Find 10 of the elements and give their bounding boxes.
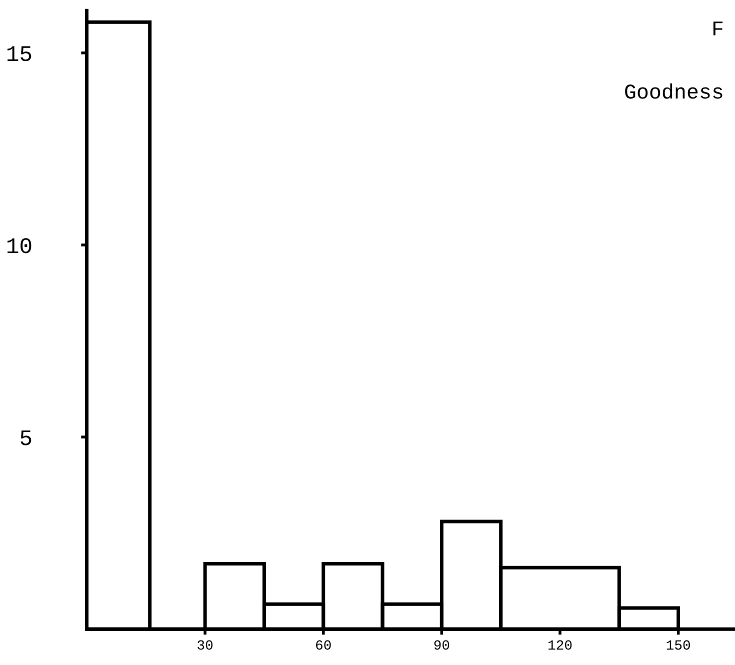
- x-tick-label: 60: [316, 640, 331, 650]
- x-tick-label: 90: [434, 640, 450, 650]
- y-tick-label: 10: [7, 238, 32, 254]
- y-tick-label: 5: [20, 430, 32, 446]
- x-tick-label: 120: [548, 640, 572, 650]
- x-tick-label: 150: [666, 640, 690, 650]
- chart-title: F: [713, 22, 723, 36]
- x-tick-label: 30: [198, 640, 213, 650]
- text: Goodness: [625, 83, 722, 99]
- y-tick-label: 15: [7, 46, 32, 62]
